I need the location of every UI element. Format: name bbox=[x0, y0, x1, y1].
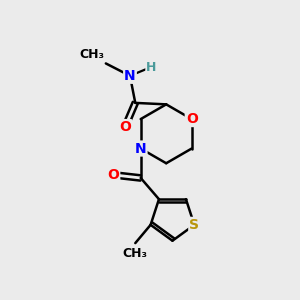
Text: S: S bbox=[189, 218, 199, 232]
Text: CH₃: CH₃ bbox=[123, 247, 148, 260]
Text: O: O bbox=[119, 120, 131, 134]
Text: O: O bbox=[186, 112, 198, 126]
Text: CH₃: CH₃ bbox=[80, 48, 104, 61]
Text: N: N bbox=[124, 69, 136, 83]
Text: H: H bbox=[146, 61, 157, 74]
Text: O: O bbox=[107, 168, 119, 182]
Text: N: N bbox=[135, 142, 146, 155]
